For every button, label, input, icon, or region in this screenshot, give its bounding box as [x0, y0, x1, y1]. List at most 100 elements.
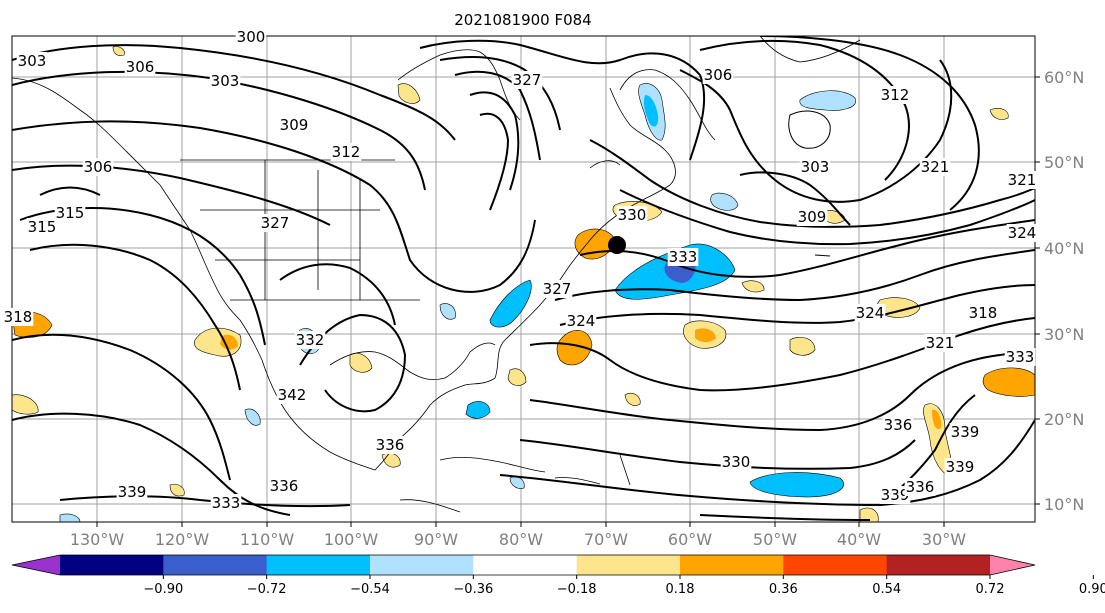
- lon-tick-label: 70°W: [584, 530, 628, 549]
- contour-label: 321: [1008, 171, 1037, 189]
- contour-label: 333: [669, 248, 698, 266]
- colorbar-segment: [473, 555, 578, 575]
- yellow-shade-13: [112, 46, 125, 56]
- lon-tick-label: 40°W: [837, 530, 881, 549]
- contour-label: 327: [261, 214, 290, 232]
- colorbar-segment: [60, 555, 164, 575]
- colorbar-segment: [783, 555, 888, 575]
- yellow-shade-bermuda: [556, 330, 593, 366]
- yellow-shade-6: [989, 108, 1009, 120]
- contour-label: 324: [567, 312, 596, 330]
- contour-label: 339: [118, 483, 147, 501]
- yellow-shade-9: [624, 392, 641, 406]
- colorbar-label: −0.90: [143, 582, 183, 597]
- lon-tick-label: 30°W: [922, 530, 966, 549]
- contour-label: 324: [856, 304, 885, 322]
- colorbar-label: −0.36: [453, 582, 493, 597]
- lon-tick-label: 50°W: [753, 530, 797, 549]
- contour-label: 336: [376, 436, 405, 454]
- contour-label: 318: [969, 304, 998, 322]
- contour-label: 306: [126, 58, 155, 76]
- colorbar-label: 0.54: [872, 582, 901, 597]
- lat-tick-label: 30°N: [1044, 325, 1084, 344]
- contour-label: 315: [56, 204, 85, 222]
- contour-label: 336: [906, 478, 935, 496]
- blue-shade-carolinas: [489, 279, 532, 328]
- yellow-shade-10: [859, 507, 879, 522]
- lat-tick-label: 20°N: [1044, 410, 1084, 429]
- contour-label: 315: [28, 218, 57, 236]
- colorbar-segment: [886, 555, 991, 575]
- orange-shade-eastatl-2: [932, 409, 942, 430]
- blue-shade-caribbean: [465, 401, 491, 419]
- lon-tick-label: 90°W: [414, 530, 458, 549]
- contour-label: 309: [798, 208, 827, 226]
- colorbar-label: 0.72: [976, 582, 1005, 597]
- lat-tick-label: 10°N: [1044, 495, 1084, 514]
- contour-label: 303: [801, 158, 830, 176]
- yellow-shade-5: [12, 394, 39, 415]
- contour-label: 321: [926, 334, 955, 352]
- contour-label: 303: [18, 52, 47, 70]
- blue-shade-small-4: [59, 513, 81, 522]
- colorbar-outline: [11, 554, 1036, 576]
- contour-label: 342: [278, 386, 307, 404]
- lat-tick-label: 60°N: [1044, 68, 1084, 87]
- map-area: [12, 36, 1035, 522]
- colorbar-label: 0.36: [769, 582, 798, 597]
- colorbar-label: −0.72: [247, 582, 287, 597]
- yellow-shade-1: [789, 337, 816, 356]
- colorbar-label: 0.18: [666, 582, 695, 597]
- colorbar-label: 0.90: [1079, 582, 1105, 597]
- contour-label: 336: [270, 477, 299, 495]
- map-title: 2021081900 F084: [454, 11, 591, 29]
- blue-shade-small-2: [439, 303, 456, 320]
- lat-tick-label: 40°N: [1044, 239, 1084, 258]
- contour-label: 327: [543, 280, 572, 298]
- lon-tick-label: 100°W: [324, 530, 379, 549]
- colorbar-segment: [370, 555, 474, 575]
- colorbar-label: −0.18: [557, 582, 597, 597]
- orange-shade-baja: [220, 334, 238, 350]
- contour-label: 339: [951, 423, 980, 441]
- colorbar-min-extend: [12, 555, 60, 575]
- colorbar-segment: [576, 555, 681, 575]
- graticule: [12, 36, 1035, 522]
- yellow-shade-12: [169, 483, 185, 497]
- contour-label: 333: [212, 494, 241, 512]
- contour-label: 330: [618, 206, 647, 224]
- thin-contours: [788, 110, 831, 257]
- contour-label: 300: [237, 28, 266, 46]
- blue-shade-newfoundland-core: [643, 95, 659, 127]
- longitude-labels: 130°W 120°W 110°W 100°W 90°W 80°W 70°W 60°W 50°W…: [70, 522, 966, 549]
- contour-label: 324: [1008, 224, 1037, 242]
- storm-center-marker: [608, 236, 626, 254]
- colorbar-segment: [266, 555, 371, 575]
- yellow-shade-8: [741, 280, 765, 293]
- lon-tick-label: 130°W: [70, 530, 125, 549]
- yellow-shade-3: [349, 352, 373, 373]
- map-frame: [11, 35, 1036, 523]
- blue-shade-greenland: [799, 90, 857, 111]
- contour-label: 312: [881, 86, 910, 104]
- contour-label: 333: [1006, 348, 1035, 366]
- shading-layer: [12, 46, 1035, 522]
- contour-label: 306: [84, 158, 113, 176]
- contour-label: 309: [280, 116, 309, 134]
- blue-shade-labrador: [710, 192, 739, 211]
- orange-shade-atlantic-1: [695, 328, 716, 343]
- colorbar-segment: [680, 555, 784, 575]
- contour-label: 312: [332, 143, 361, 161]
- lon-tick-label: 120°W: [155, 530, 210, 549]
- blue-shade-tropics: [749, 472, 845, 498]
- contour-label: 306: [704, 66, 733, 84]
- coastlines: [12, 36, 861, 513]
- contour-label: 327: [513, 71, 542, 89]
- lat-tick-label: 50°N: [1044, 153, 1084, 172]
- contour-label: 339: [946, 458, 975, 476]
- yellow-shade-4: [507, 368, 527, 386]
- yellow-shade-2: [397, 83, 421, 104]
- colorbar: −0.90 −0.72 −0.54 −0.36 −0.18 0.18 0.36 0.54 0.7…: [11, 554, 1105, 597]
- lon-tick-label: 60°W: [668, 530, 712, 549]
